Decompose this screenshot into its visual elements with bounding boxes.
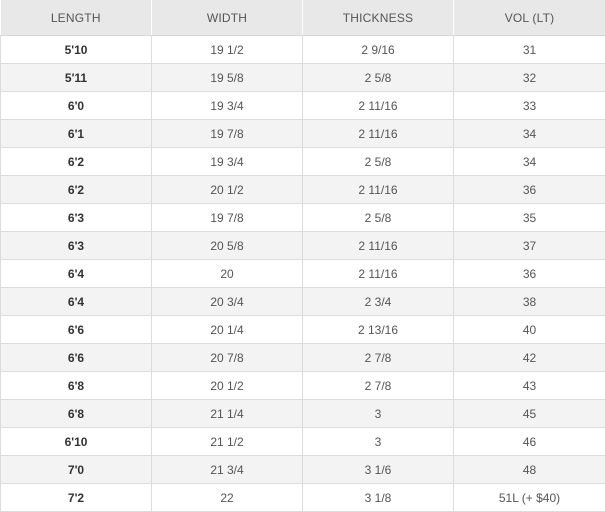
- cell-length: 7'0: [1, 456, 152, 484]
- cell-volume: 38: [454, 288, 605, 316]
- cell-width: 20 5/8: [152, 232, 303, 260]
- cell-length: 6'4: [1, 260, 152, 288]
- cell-length: 6'6: [1, 344, 152, 372]
- cell-thickness: 2 11/16: [303, 260, 454, 288]
- cell-width: 21 3/4: [152, 456, 303, 484]
- cell-volume: 51L (+ $40): [454, 484, 605, 512]
- cell-length: 6'0: [1, 92, 152, 120]
- cell-thickness: 2 5/8: [303, 148, 454, 176]
- cell-length: 7'2: [1, 484, 152, 512]
- cell-volume: 33: [454, 92, 605, 120]
- cell-volume: 48: [454, 456, 605, 484]
- cell-thickness: 2 11/16: [303, 176, 454, 204]
- header-thickness: THICKNESS: [303, 0, 454, 36]
- cell-thickness: 2 3/4: [303, 288, 454, 316]
- cell-volume: 31: [454, 36, 605, 64]
- cell-length: 6'6: [1, 316, 152, 344]
- cell-length: 6'2: [1, 176, 152, 204]
- cell-length: 6'3: [1, 232, 152, 260]
- cell-thickness: 2 9/16: [303, 36, 454, 64]
- cell-length: 6'3: [1, 204, 152, 232]
- cell-volume: 34: [454, 148, 605, 176]
- cell-volume: 35: [454, 204, 605, 232]
- cell-length: 5'11: [1, 64, 152, 92]
- header-width: WIDTH: [152, 0, 303, 36]
- cell-length: 6'4: [1, 288, 152, 316]
- cell-width: 20 3/4: [152, 288, 303, 316]
- cell-volume: 32: [454, 64, 605, 92]
- cell-thickness: 2 5/8: [303, 64, 454, 92]
- cell-length: 6'8: [1, 372, 152, 400]
- cell-length: 6'8: [1, 400, 152, 428]
- cell-thickness: 3: [303, 428, 454, 456]
- cell-length: 6'10: [1, 428, 152, 456]
- cell-width: 20 7/8: [152, 344, 303, 372]
- cell-thickness: 3 1/6: [303, 456, 454, 484]
- header-volume: VOL (LT): [454, 0, 605, 36]
- cell-width: 20 1/2: [152, 372, 303, 400]
- cell-volume: 40: [454, 316, 605, 344]
- cell-thickness: 3: [303, 400, 454, 428]
- cell-length: 6'1: [1, 120, 152, 148]
- cell-width: 20 1/2: [152, 176, 303, 204]
- cell-thickness: 2 5/8: [303, 204, 454, 232]
- cell-volume: 37: [454, 232, 605, 260]
- cell-volume: 45: [454, 400, 605, 428]
- cell-width: 20 1/4: [152, 316, 303, 344]
- cell-volume: 42: [454, 344, 605, 372]
- cell-thickness: 2 13/16: [303, 316, 454, 344]
- table-header: LENGTH WIDTH THICKNESS VOL (LT): [1, 0, 605, 36]
- cell-width: 19 7/8: [152, 120, 303, 148]
- cell-width: 22: [152, 484, 303, 512]
- cell-width: 21 1/4: [152, 400, 303, 428]
- header-length: LENGTH: [1, 0, 152, 36]
- cell-width: 21 1/2: [152, 428, 303, 456]
- cell-length: 5'10: [1, 36, 152, 64]
- cell-volume: 46: [454, 428, 605, 456]
- cell-width: 19 3/4: [152, 92, 303, 120]
- cell-thickness: 2 7/8: [303, 372, 454, 400]
- cell-thickness: 2 11/16: [303, 92, 454, 120]
- cell-volume: 43: [454, 372, 605, 400]
- cell-length: 6'2: [1, 148, 152, 176]
- cell-width: 19 7/8: [152, 204, 303, 232]
- cell-width: 19 5/8: [152, 64, 303, 92]
- cell-volume: 36: [454, 176, 605, 204]
- cell-volume: 36: [454, 260, 605, 288]
- cell-thickness: 2 11/16: [303, 232, 454, 260]
- header-row: LENGTH WIDTH THICKNESS VOL (LT): [1, 0, 605, 36]
- cell-width: 19 1/2: [152, 36, 303, 64]
- cell-width: 20: [152, 260, 303, 288]
- cell-thickness: 2 7/8: [303, 344, 454, 372]
- cell-thickness: 3 1/8: [303, 484, 454, 512]
- cell-thickness: 2 11/16: [303, 120, 454, 148]
- cell-volume: 34: [454, 120, 605, 148]
- cell-width: 19 3/4: [152, 148, 303, 176]
